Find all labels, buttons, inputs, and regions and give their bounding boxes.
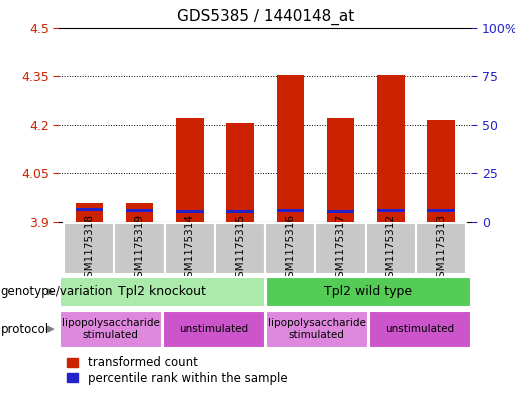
- Text: GSM1175314: GSM1175314: [185, 213, 195, 284]
- Bar: [165, 223, 215, 274]
- Legend: transformed count, percentile rank within the sample: transformed count, percentile rank withi…: [65, 354, 289, 387]
- Bar: [427, 209, 455, 212]
- Bar: [64, 223, 114, 274]
- Bar: [366, 223, 416, 274]
- Text: GSM1175312: GSM1175312: [386, 213, 396, 284]
- Bar: [176, 210, 203, 213]
- Bar: [176, 118, 203, 222]
- Bar: [427, 120, 455, 222]
- Bar: [126, 203, 153, 222]
- Text: protocol: protocol: [1, 323, 48, 336]
- Bar: [266, 310, 368, 348]
- Text: GSM1175319: GSM1175319: [134, 213, 145, 284]
- Bar: [60, 277, 265, 307]
- Bar: [60, 310, 162, 348]
- Bar: [266, 277, 471, 307]
- Bar: [377, 209, 405, 212]
- Bar: [377, 75, 405, 222]
- Text: unstimulated: unstimulated: [179, 324, 248, 334]
- Bar: [369, 310, 471, 348]
- Text: GSM1175318: GSM1175318: [84, 213, 94, 284]
- Bar: [126, 209, 153, 212]
- Bar: [163, 310, 265, 348]
- Bar: [76, 208, 103, 211]
- Text: Tpl2 wild type: Tpl2 wild type: [324, 285, 413, 298]
- Bar: [215, 223, 265, 274]
- Text: lipopolysaccharide
stimulated: lipopolysaccharide stimulated: [62, 318, 160, 340]
- Bar: [265, 223, 316, 274]
- Text: GSM1175315: GSM1175315: [235, 213, 245, 284]
- Bar: [226, 210, 254, 213]
- Text: GSM1175313: GSM1175313: [436, 213, 446, 284]
- Text: Tpl2 knockout: Tpl2 knockout: [118, 285, 206, 298]
- Text: genotype/variation: genotype/variation: [1, 285, 113, 298]
- Bar: [76, 203, 103, 222]
- Bar: [316, 223, 366, 274]
- Bar: [327, 118, 354, 222]
- Bar: [114, 223, 165, 274]
- Bar: [416, 223, 466, 274]
- Text: GSM1175316: GSM1175316: [285, 213, 295, 284]
- Bar: [277, 75, 304, 222]
- Text: unstimulated: unstimulated: [385, 324, 454, 334]
- Text: lipopolysaccharide
stimulated: lipopolysaccharide stimulated: [268, 318, 366, 340]
- Bar: [277, 209, 304, 212]
- Title: GDS5385 / 1440148_at: GDS5385 / 1440148_at: [177, 9, 354, 25]
- Bar: [226, 123, 254, 222]
- Bar: [327, 210, 354, 213]
- Text: GSM1175317: GSM1175317: [336, 213, 346, 284]
